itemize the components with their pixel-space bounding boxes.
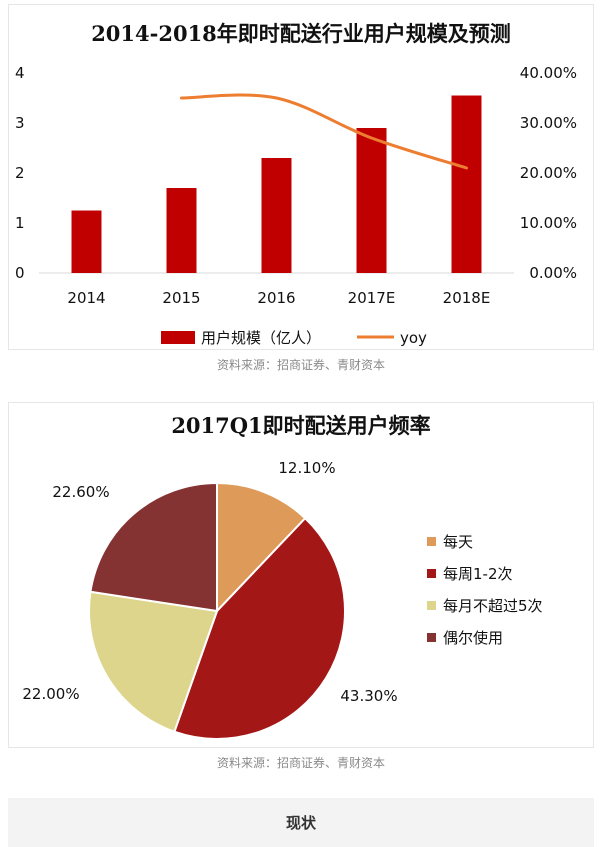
legend-label-user-scale: 用户规模（亿人） [201,329,321,347]
x-tick-label: 2016 [257,289,295,307]
chart2-source: 资料来源：招商证券、青财资本 [216,756,385,770]
legend-swatch-3 [427,633,436,642]
y2-tick-label: 0.00% [529,264,577,282]
status-tab[interactable]: 现状 [8,798,594,847]
chart1-source: 资料来源：招商证券、青财资本 [216,358,385,372]
pie-data-label: 22.00% [22,685,79,703]
x-tick-label: 2018E [443,289,491,307]
x-tick-label: 2014 [67,289,105,307]
x-tick-label: 2017E [348,289,396,307]
pie-data-label: 43.30% [340,687,397,705]
bar-line-chart: 2014-2018年即时配送行业用户规模及预测012340.00%10.00%2… [15,21,577,347]
pie-chart-panel: 2017Q1即时配送用户频率 12.10% 43.30% 22.00% 22.60% 每天… [8,402,594,748]
status-tab-label: 现状 [285,814,316,832]
legend-label-0: 每天 [443,533,473,551]
pie-slice-1 [173,516,347,740]
y2-tick-label: 40.00% [520,64,577,82]
pie-data-label: 22.60% [52,483,109,501]
y-tick-label: 3 [15,114,25,132]
pie-data-label: 12.10% [278,459,335,477]
legend-label-1: 每周1-2次 [443,565,513,583]
bar-2015 [166,188,197,273]
bar-2018E [451,95,482,273]
legend-label-yoy: yoy [400,329,427,347]
y-tick-label: 0 [15,264,25,282]
bar-line-chart-panel: 2014-2018年即时配送行业用户规模及预测 0 1 2 3 4 0.00% 10.00% 2… [8,4,594,350]
legend-swatch-user-scale [161,331,195,344]
bar-2014 [71,210,102,273]
legend-swatch-1 [427,569,436,578]
bar-2016 [261,158,292,273]
legend-label-2: 每月不超过5次 [443,597,543,615]
pie-chart: 2017Q1即时配送用户频率 12.10% 43.30% 22.00% 22.60% 每天… [22,413,543,740]
y2-tick-label: 20.00% [520,164,577,182]
pie-slice-2 [88,590,219,733]
y-tick-label: 2 [15,164,25,182]
legend-label-3: 偶尔使用 [443,629,503,647]
y2-tick-label: 30.00% [520,114,577,132]
y-tick-label: 1 [15,214,25,232]
x-tick-label: 2015 [162,289,200,307]
pie-slice-0 [216,481,307,614]
chart2-title: 2017Q1即时配送用户频率 [171,413,430,438]
y-tick-label: 4 [15,64,25,82]
bar-2017E [356,128,387,273]
y2-tick-label: 10.00% [520,214,577,232]
chart1-title: 2014-2018年即时配送行业用户规模及预测 [91,21,511,46]
legend-swatch-0 [427,537,436,546]
pie-slice-3 [89,481,218,613]
legend-swatch-2 [427,601,436,610]
yoy-line [180,93,468,170]
